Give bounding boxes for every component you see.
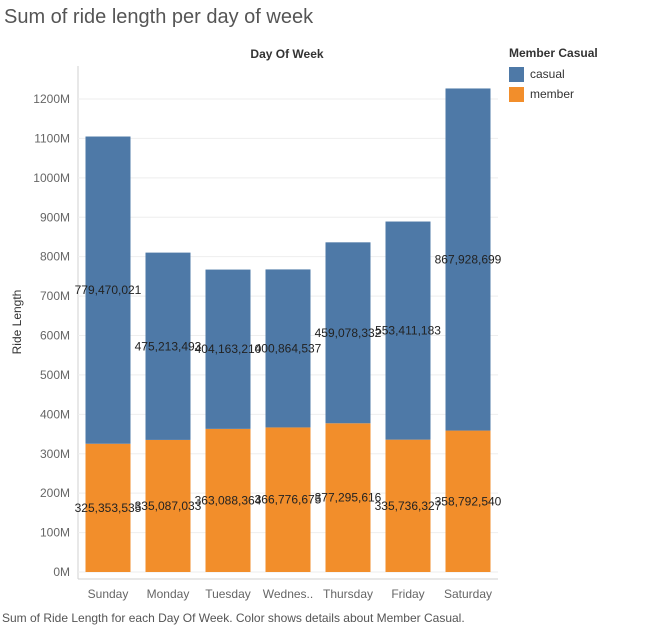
y-tick-label: 400M (40, 407, 70, 421)
legend-swatch-casual (509, 67, 524, 82)
data-label-member: 335,736,327 (375, 499, 442, 513)
y-tick-label: 100M (40, 526, 70, 540)
y-tick-label: 900M (40, 210, 70, 224)
y-tick-label: 800M (40, 250, 70, 264)
y-tick-label: 0M (53, 565, 70, 579)
legend: Member Casual casual member (509, 46, 598, 104)
y-tick-label: 200M (40, 486, 70, 500)
y-tick-label: 1200M (33, 92, 70, 106)
data-label-member: 366,776,675 (255, 493, 322, 507)
x-tick-label: Tuesday (205, 587, 251, 601)
data-label-casual: 404,163,210 (195, 342, 262, 356)
data-label-casual: 553,411,183 (375, 324, 441, 338)
y-tick-label: 1100M (34, 131, 70, 145)
x-tick-label: Thursday (323, 587, 373, 601)
data-label-member: 377,295,616 (315, 491, 382, 505)
legend-item-casual[interactable]: casual (509, 64, 598, 84)
y-tick-label: 300M (40, 447, 70, 461)
data-label-casual: 459,078,332 (315, 326, 382, 340)
legend-label-casual: casual (530, 67, 565, 81)
x-tick-label: Friday (391, 587, 424, 601)
data-label-casual: 779,470,021 (75, 283, 142, 297)
x-tick-label: Wednes.. (263, 587, 313, 601)
y-tick-label: 1000M (33, 171, 70, 185)
y-tick-label: 700M (40, 289, 70, 303)
column-header: Day Of Week (250, 47, 323, 61)
data-label-member: 363,088,364 (195, 493, 262, 507)
x-tick-label: Sunday (88, 587, 129, 601)
data-label-member: 335,087,033 (135, 499, 202, 513)
x-tick-label: Monday (147, 587, 190, 601)
data-label-casual: 400,864,537 (255, 341, 322, 355)
y-tick-label: 600M (40, 329, 70, 343)
y-axis-title: Ride Length (10, 290, 24, 355)
y-tick-label: 500M (40, 368, 70, 382)
data-label-casual: 867,928,699 (435, 253, 502, 267)
legend-label-member: member (530, 87, 574, 101)
legend-title: Member Casual (509, 46, 598, 60)
data-label-member: 325,353,535 (75, 501, 142, 515)
data-label-member: 358,792,540 (435, 494, 502, 508)
data-label-casual: 475,213,493 (135, 339, 202, 353)
legend-swatch-member (509, 87, 524, 102)
chart-caption: Sum of Ride Length for each Day Of Week.… (2, 611, 465, 625)
legend-item-member[interactable]: member (509, 84, 598, 104)
x-tick-label: Saturday (444, 587, 492, 601)
